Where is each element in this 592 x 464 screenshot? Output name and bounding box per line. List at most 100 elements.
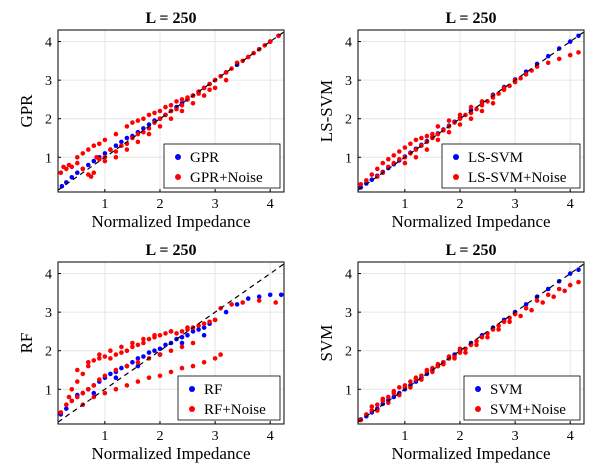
data-point-noise [413, 377, 419, 382]
data-point-noise [141, 129, 146, 135]
data-point-noise [124, 383, 130, 388]
data-point-noise [108, 348, 113, 354]
data-point-noise [369, 404, 375, 409]
legend: SVM SVM+Noise [463, 375, 581, 421]
data-point-noise [135, 379, 141, 384]
data-point-noise [102, 354, 108, 359]
data-point-noise [369, 172, 375, 177]
data-point-noise [507, 319, 512, 325]
data-point-noise [501, 319, 507, 325]
data-point-noise [490, 101, 496, 106]
reference-line [58, 263, 284, 423]
data-point-clean [69, 175, 75, 180]
y-tick-label: 3 [45, 74, 52, 89]
data-point-noise [190, 340, 196, 346]
axes-box [57, 261, 285, 425]
data-point-clean [567, 39, 573, 44]
y-tick-label: 1 [45, 383, 52, 398]
data-point-noise [179, 329, 185, 334]
data-point-clean [119, 139, 124, 145]
data-point-noise [207, 319, 212, 325]
data-point-noise [397, 385, 402, 390]
axes-box [57, 29, 285, 193]
data-point-noise [163, 331, 168, 336]
data-point-noise [479, 99, 485, 104]
data-point-noise [545, 60, 551, 66]
legend-box [463, 375, 581, 421]
data-point-noise [86, 360, 91, 365]
data-point-noise [179, 365, 185, 371]
data-point-noise [413, 137, 419, 143]
x-tick-label: 3 [212, 429, 219, 444]
legend-marker [189, 406, 195, 412]
data-point-noise [424, 367, 430, 373]
data-point-noise [113, 352, 119, 357]
data-point-noise [124, 348, 130, 354]
data-point-noise [501, 85, 507, 91]
data-point-noise [419, 373, 424, 379]
data-point-noise [179, 102, 185, 108]
data-point-noise [457, 346, 463, 352]
y-tick-label: 1 [345, 151, 352, 166]
data-point-noise [540, 300, 545, 305]
data-point-noise [496, 327, 501, 332]
data-point-clean [190, 329, 196, 334]
data-point-noise [576, 50, 581, 55]
data-points [58, 33, 281, 189]
data-point-noise [386, 156, 391, 162]
data-point-noise [86, 387, 91, 392]
x-tick-label: 4 [267, 429, 274, 444]
data-point-noise [108, 356, 113, 361]
legend: LS-SVM LS-SVM+Noise [441, 143, 581, 189]
data-point-clean [157, 346, 163, 352]
data-point-noise [223, 77, 229, 83]
data-point-noise [130, 344, 135, 350]
data-point-noise [152, 333, 157, 338]
data-point-noise [185, 325, 190, 330]
data-point-clean [245, 296, 251, 301]
data-point-noise [146, 131, 152, 137]
data-point-clean [223, 309, 229, 315]
data-point-noise [168, 102, 174, 108]
chart-title: L = 250 [446, 10, 497, 27]
data-point-noise [562, 288, 567, 294]
legend-label: SVM [490, 382, 523, 398]
x-tick-label: 4 [567, 429, 574, 444]
data-point-noise [102, 373, 108, 379]
data-point-noise [441, 361, 446, 367]
data-point-noise [168, 116, 174, 121]
legend-marker [475, 386, 481, 392]
legend-label: GPR [190, 150, 219, 166]
data-point-noise [375, 402, 380, 408]
data-point-noise [75, 379, 80, 384]
x-tick-label: 4 [267, 197, 274, 212]
data-point-noise [69, 164, 75, 170]
data-point-noise [402, 145, 408, 150]
data-point-noise [386, 400, 391, 406]
legend-box [163, 143, 281, 189]
data-point-noise [556, 56, 562, 62]
data-point-clean [64, 406, 69, 411]
legend-marker [175, 174, 181, 180]
data-point-noise [196, 323, 201, 328]
data-point-noise [108, 147, 113, 152]
data-point-noise [391, 153, 397, 158]
data-point-noise [468, 104, 474, 110]
y-tick-label: 3 [345, 74, 352, 89]
data-point-noise [97, 352, 102, 357]
data-point-clean [234, 302, 240, 307]
data-point-clean [576, 267, 581, 273]
data-point-noise [86, 147, 91, 152]
data-point-clean [141, 126, 146, 131]
x-tick-label: 2 [156, 429, 163, 444]
legend-marker [189, 386, 195, 392]
data-point-noise [380, 160, 386, 166]
data-point-noise [452, 356, 457, 361]
data-point-noise [75, 160, 80, 166]
y-tick-label: 3 [45, 306, 52, 321]
data-point-noise [130, 120, 135, 125]
data-point-noise [567, 282, 573, 288]
data-point-clean [119, 365, 124, 371]
data-point-noise [457, 122, 463, 127]
